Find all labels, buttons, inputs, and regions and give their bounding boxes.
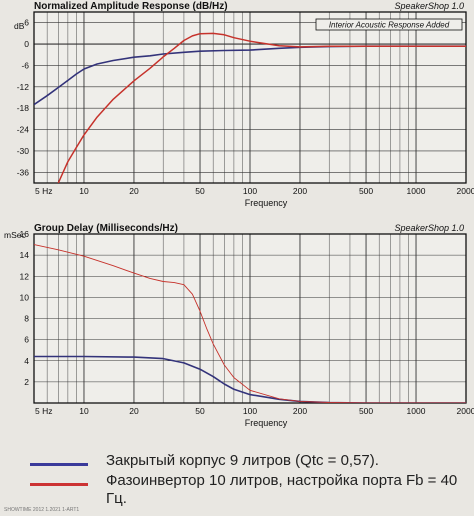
group-delay-y-tick-label: 6 xyxy=(24,335,29,345)
amplitude-annotation-text: Interior Acoustic Response Added xyxy=(329,21,450,30)
group-delay-x-axis-label: Frequency xyxy=(245,418,288,428)
legend-item-sealed: Закрытый корпус 9 литров (Qtc = 0,57). xyxy=(30,452,470,470)
legend-item-ported: Фазоинвертор 10 литров, настройка порта … xyxy=(30,472,470,508)
amplitude-y-tick-label: -24 xyxy=(17,125,30,135)
legend-swatch-sealed xyxy=(30,463,88,466)
footer-text: SHOWTIME 2012 1.2021 1-ART1 xyxy=(4,507,80,513)
group-delay-x-tick-label: 2000 xyxy=(457,406,474,416)
amplitude-x-tick-label: 100 xyxy=(243,186,257,196)
amplitude-x-axis-label: Frequency xyxy=(245,198,288,208)
group-delay-x-tick-label: 20 xyxy=(129,406,139,416)
legend-label-ported: Фазоинвертор 10 литров, настройка порта … xyxy=(106,472,458,507)
amplitude-y-tick-label: -6 xyxy=(21,60,29,70)
group-delay-y-tick-label: 4 xyxy=(24,356,29,366)
amplitude-x-tick-label: 5 Hz xyxy=(35,186,52,196)
amplitude-x-tick-label: 200 xyxy=(293,186,307,196)
group-delay-frame xyxy=(33,233,467,404)
amplitude-x-tick-label: 1000 xyxy=(407,186,426,196)
group-delay-x-tick-label: 200 xyxy=(293,406,307,416)
amplitude-y-tick-label: 0 xyxy=(24,39,29,49)
legend: Закрытый корпус 9 литров (Qtc = 0,57). Ф… xyxy=(30,452,470,510)
group-delay-ported-series-line xyxy=(34,244,466,403)
amplitude-response-chart: 6 0 -6 -12 -18 -24 -30 -36 5 Hz 10 20 50 100 200 500 10… xyxy=(14,1,474,208)
amplitude-x-tick-label: 50 xyxy=(195,186,205,196)
amplitude-chart-title: Normalized Amplitude Response (dB/Hz) xyxy=(34,1,228,12)
group-delay-brand-label: SpeakerShop 1.0 xyxy=(394,223,464,233)
group-delay-y-tick-label: 10 xyxy=(20,292,30,302)
group-delay-y-tick-label: 8 xyxy=(24,314,29,324)
group-delay-y-tick-label: 16 xyxy=(20,229,30,239)
group-delay-chart: 16 14 12 10 8 6 4 2 5 Hz 10 20 50 100 200 500 1000 2000 F… xyxy=(4,223,474,428)
group-delay-y-axis-label: mSec xyxy=(4,230,26,240)
amplitude-y-tick-label: -18 xyxy=(17,103,30,113)
group-delay-x-tick-label: 5 Hz xyxy=(35,406,52,416)
amplitude-y-tick-label: -30 xyxy=(17,146,30,156)
amplitude-y-tick-label: 6 xyxy=(24,18,29,28)
group-delay-x-tick-label: 500 xyxy=(359,406,373,416)
amplitude-y-tick-label: -12 xyxy=(17,82,30,92)
group-delay-x-tick-label: 10 xyxy=(79,406,89,416)
group-delay-y-tick-label: 14 xyxy=(20,250,30,260)
group-delay-x-tick-label: 50 xyxy=(195,406,205,416)
amplitude-annotation-box xyxy=(315,18,463,31)
legend-label-sealed: Закрытый корпус 9 литров (Qtc = 0,57). xyxy=(106,452,379,469)
group-delay-chart-title: Group Delay (Milliseconds/Hz) xyxy=(34,223,178,234)
amplitude-x-tick-label: 10 xyxy=(79,186,89,196)
amplitude-y-tick-label: -36 xyxy=(17,167,30,177)
group-delay-x-tick-label: 100 xyxy=(243,406,257,416)
amplitude-ported-series-line xyxy=(57,32,466,183)
group-delay-y-tick-label: 12 xyxy=(20,271,30,281)
amplitude-x-tick-label: 20 xyxy=(129,186,139,196)
amplitude-brand-label: SpeakerShop 1.0 xyxy=(394,1,464,11)
amplitude-x-tick-label: 2000 xyxy=(457,186,474,196)
legend-swatch-ported xyxy=(30,483,88,486)
amplitude-x-tick-label: 500 xyxy=(359,186,373,196)
group-delay-y-tick-label: 2 xyxy=(24,377,29,387)
amplitude-frame xyxy=(33,11,467,184)
group-delay-x-tick-label: 1000 xyxy=(407,406,426,416)
amplitude-y-axis-label: dB xyxy=(14,21,25,31)
